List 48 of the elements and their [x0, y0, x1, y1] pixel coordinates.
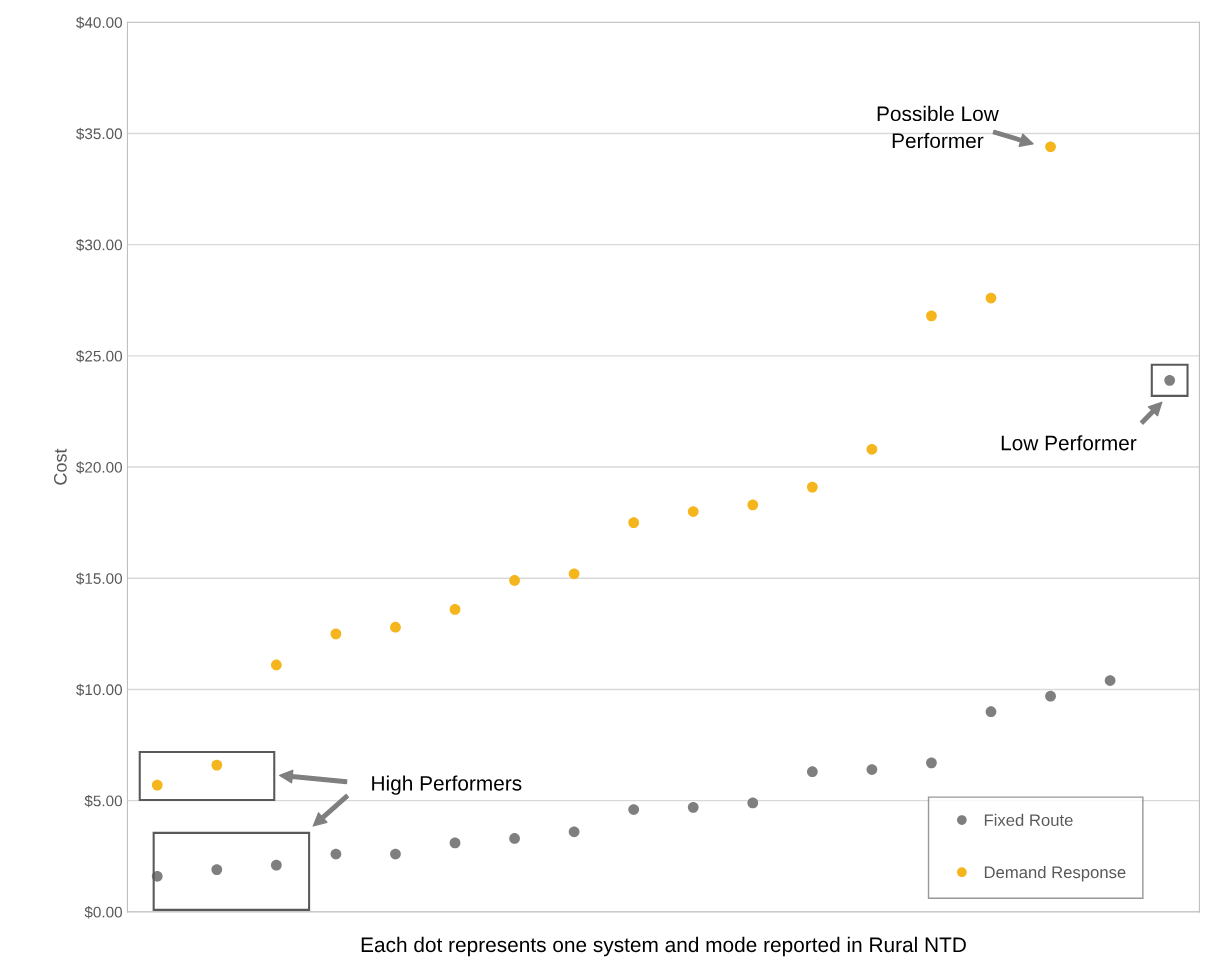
point — [390, 621, 401, 633]
y-axis-title: Cost — [53, 448, 67, 485]
y-tick-label: $40.00 — [76, 16, 123, 29]
point — [985, 292, 997, 304]
point — [568, 568, 580, 580]
y-tick-label: $35.00 — [76, 127, 123, 141]
point — [509, 833, 520, 844]
point — [747, 797, 759, 809]
point — [687, 506, 699, 517]
point — [211, 864, 223, 875]
point — [330, 628, 342, 640]
legend-label: Demand Response — [984, 865, 1126, 882]
annotation: Possible Low Performer — [877, 105, 999, 149]
point — [568, 826, 580, 838]
y-tick-label: $25.00 — [76, 350, 123, 363]
point — [747, 499, 759, 511]
point — [270, 859, 282, 871]
point — [330, 848, 342, 860]
point — [806, 481, 818, 493]
point — [211, 759, 223, 771]
legend-label: Fixed Route — [984, 813, 1073, 827]
point — [806, 766, 818, 778]
point — [449, 604, 461, 615]
point — [985, 706, 997, 718]
point — [509, 575, 520, 586]
y-tick-label: $0.00 — [84, 906, 123, 919]
y-tick-label: $5.00 — [84, 794, 123, 808]
point — [270, 659, 282, 671]
y-tick-label: $30.00 — [76, 238, 123, 252]
point — [926, 310, 937, 322]
x-axis-title: Each dot represents one system and mode reported in Rural NTD — [361, 936, 966, 957]
point — [926, 757, 937, 769]
point — [390, 848, 401, 860]
point — [1045, 141, 1056, 153]
point — [628, 517, 640, 529]
annotation: Low Performer — [1001, 435, 1137, 451]
y-tick-label: $20.00 — [76, 461, 123, 474]
annotation: High Performers — [372, 775, 522, 795]
point — [1104, 675, 1116, 686]
y-tick-label: $10.00 — [76, 683, 123, 697]
point — [151, 779, 163, 791]
point — [866, 443, 878, 455]
point — [449, 837, 461, 849]
point — [866, 764, 878, 775]
point — [687, 801, 699, 813]
point — [628, 804, 640, 815]
point — [1045, 690, 1056, 702]
y-tick-label: $15.00 — [76, 572, 123, 585]
